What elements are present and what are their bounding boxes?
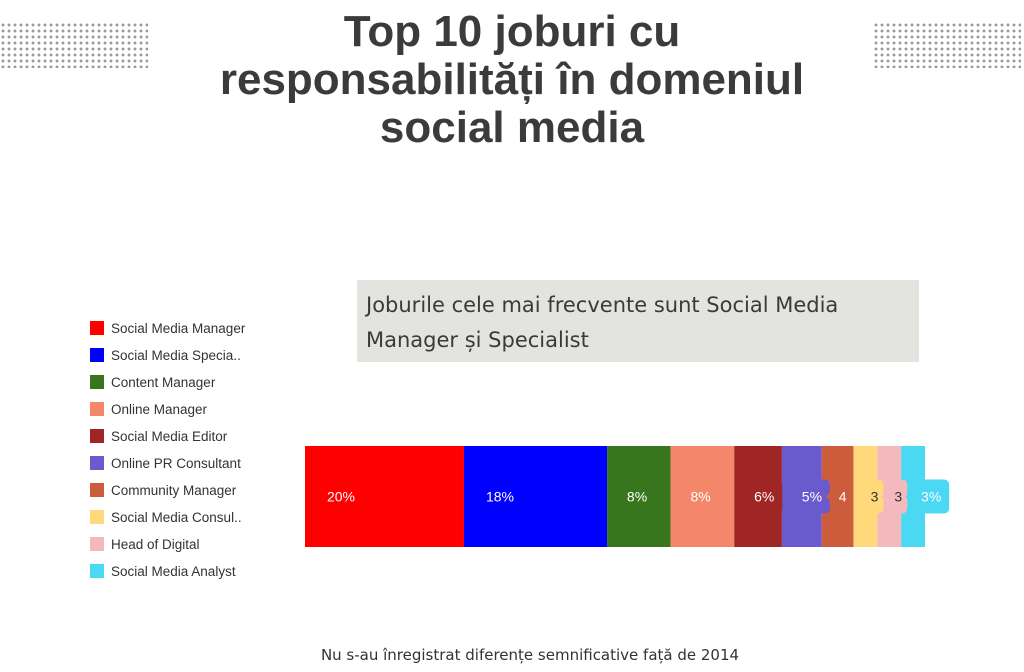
legend-label: Community Manager [111, 482, 237, 498]
title-line-2: responsabilități în domeniul [219, 55, 805, 104]
title-line-3: social media [379, 103, 645, 152]
legend-label: Social Media Analyst [111, 563, 236, 579]
data-label: 5% [802, 489, 822, 505]
legend-item: Content Manager [90, 372, 215, 392]
legend-swatch [90, 402, 104, 416]
data-label-tag [881, 479, 908, 514]
callout-box: Joburile cele mai frecvente sunt Social … [357, 280, 919, 362]
legend-item: Online Manager [90, 399, 207, 419]
title-line-1: Top 10 joburi cu [343, 7, 681, 56]
data-label-tag [467, 479, 524, 514]
data-label: 4 [839, 489, 847, 505]
data-label: 20% [327, 489, 355, 505]
data-label: 18% [486, 489, 514, 505]
legend-label: Content Manager [111, 374, 216, 390]
legend-swatch [90, 375, 104, 389]
data-label-tag [309, 479, 365, 514]
legend-swatch [90, 429, 104, 443]
data-label-tag [738, 479, 783, 514]
legend-label: Social Media Editor [111, 428, 228, 444]
data-label: 8% [627, 489, 647, 505]
data-label-tag [857, 479, 884, 514]
data-label-tag [825, 479, 852, 514]
data-label: 3 [871, 489, 879, 505]
data-label-tag [674, 479, 719, 514]
data-label: 6% [754, 489, 774, 505]
legend-swatch [90, 456, 104, 470]
legend-label: Online Manager [111, 401, 208, 417]
legend-item: Social Media Manager [90, 318, 245, 338]
data-label-tag [611, 479, 656, 514]
legend-item: Social Media Consul.. [90, 507, 242, 527]
legend-item: Head of Digital [90, 534, 200, 554]
legend-item: Social Media Editor [90, 426, 227, 446]
legend-swatch [90, 348, 104, 362]
legend-swatch [90, 483, 104, 497]
legend-label: Social Media Consul.. [111, 509, 242, 525]
footnote: Nu s-au înregistrat diferențe semnificat… [320, 646, 740, 664]
legend-label: Head of Digital [111, 536, 200, 552]
legend-swatch [90, 321, 104, 335]
data-label: 3 [894, 489, 902, 505]
legend-swatch [90, 564, 104, 578]
legend-item: Social Media Analyst [90, 561, 236, 581]
data-label-tag [785, 479, 830, 514]
legend-swatch [90, 537, 104, 551]
legend-label: Social Media Manager [111, 320, 246, 336]
data-label: 3% [921, 489, 941, 505]
legend-label: Social Media Specia.. [111, 347, 241, 363]
page-title: Top 10 joburi cu responsabilități în dom… [120, 8, 904, 152]
legend-item: Community Manager [90, 480, 236, 500]
decorative-dots-right [873, 22, 1021, 68]
data-label: 8% [691, 489, 711, 505]
legend-item: Online PR Consultant [90, 453, 241, 473]
callout-text: Joburile cele mai frecvente sunt Social … [366, 293, 839, 352]
legend-item: Social Media Specia.. [90, 345, 241, 365]
decorative-dots-left [0, 22, 148, 68]
data-label-tag [905, 479, 950, 514]
legend-swatch [90, 510, 104, 524]
legend-label: Online PR Consultant [111, 455, 241, 471]
